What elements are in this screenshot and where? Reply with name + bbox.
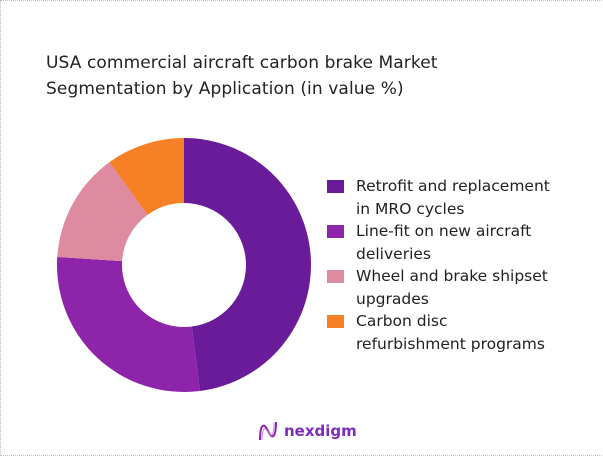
donut-slice (57, 257, 200, 392)
donut-slice (109, 138, 184, 215)
donut-slice (57, 162, 148, 262)
legend-label: Retrofit and replacement (356, 177, 550, 195)
legend-label: Line-fit on new aircraft (356, 222, 532, 240)
nexdigm-logo-icon (259, 421, 277, 441)
legend-label: Carbon disc (356, 312, 448, 330)
legend-swatch (327, 270, 344, 283)
title-line-1: USA commercial aircraft carbon brake Mar… (46, 53, 438, 73)
legend-item: Line-fit on new aircraft deliveries (327, 220, 550, 265)
legend-label: Wheel and brake shipset (356, 267, 548, 285)
legend-label-continued: refurbishment programs (356, 334, 545, 353)
donut-slice (184, 137, 312, 391)
legend-item: Carbon disc refurbishment programs (327, 310, 550, 355)
legend-item: Wheel and brake shipset upgrades (327, 265, 550, 310)
legend-item: Retrofit and replacement in MRO cycles (327, 175, 550, 220)
legend: Retrofit and replacement in MRO cycles Lin… (327, 175, 550, 355)
chart-title: USA commercial aircraft carbon brake Mar… (46, 50, 438, 102)
brand-logo: nexdigm (258, 420, 357, 442)
brand-name: nexdigm (284, 422, 357, 440)
legend-swatch (327, 180, 344, 193)
legend-swatch (327, 225, 344, 238)
legend-label-continued: in MRO cycles (356, 199, 465, 218)
title-line-2: Segmentation by Application (in value %) (46, 79, 404, 99)
legend-label-continued: deliveries (356, 244, 431, 263)
legend-label-continued: upgrades (356, 289, 429, 308)
legend-swatch (327, 315, 344, 328)
